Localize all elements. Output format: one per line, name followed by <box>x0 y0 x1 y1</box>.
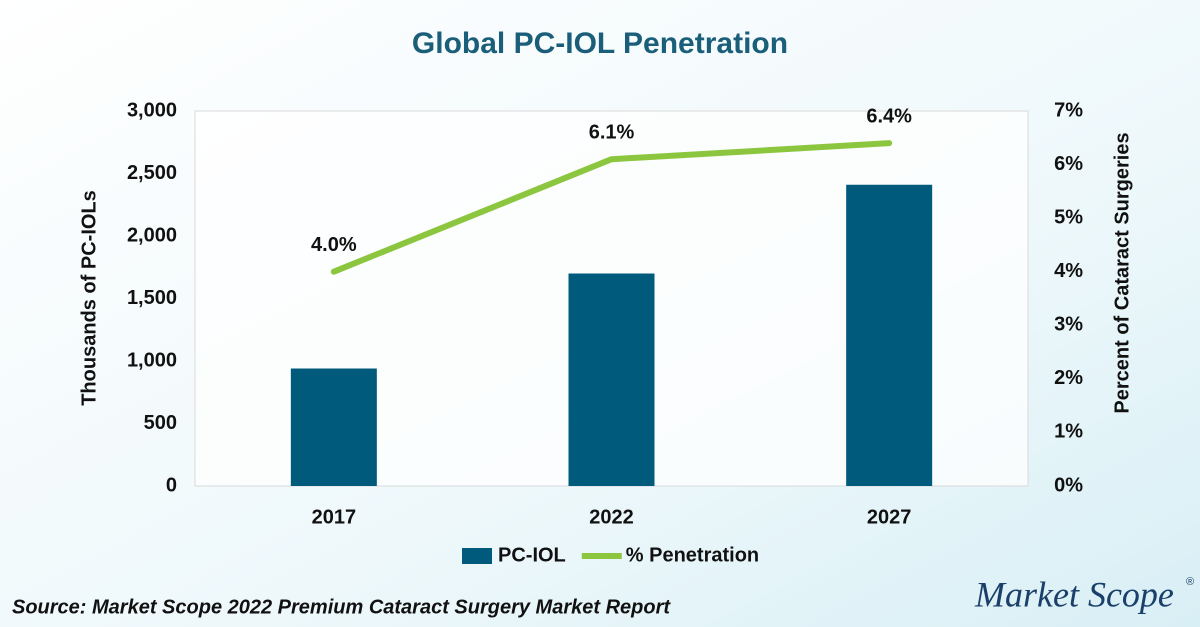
y-tick-label: 1,000 <box>127 349 177 371</box>
y2-axis-label: Percent of Cataract Surgeries <box>1111 132 1133 413</box>
y2-tick-label: 2% <box>1054 367 1083 389</box>
bar <box>568 273 655 486</box>
x-tick-label: 2027 <box>867 506 912 528</box>
y2-tick-label: 6% <box>1054 153 1083 175</box>
y2-tick-label: 0% <box>1054 474 1083 496</box>
logo: Market Scope <box>974 574 1174 614</box>
data-label: 6.1% <box>589 121 635 143</box>
y-tick-label: 2,000 <box>127 224 177 246</box>
y2-tick-label: 1% <box>1054 421 1083 443</box>
data-label: 6.4% <box>866 105 912 127</box>
logo-mark: ® <box>1186 576 1194 588</box>
source: Source: Market Scope 2022 Premium Catara… <box>12 596 671 618</box>
y2-tick-label: 5% <box>1054 206 1083 228</box>
y-tick-label: 3,000 <box>127 99 177 121</box>
y-tick-label: 0 <box>166 474 177 496</box>
y-tick-label: 500 <box>144 412 177 434</box>
x-tick-label: 2017 <box>312 506 357 528</box>
y2-tick-label: 3% <box>1054 314 1083 336</box>
y-tick-label: 2,500 <box>127 162 177 184</box>
y2-tick-label: 4% <box>1054 260 1083 282</box>
legend-label: PC-IOL <box>498 544 566 566</box>
y-axis-label: Thousands of PC-IOLs <box>78 190 100 406</box>
legend-label: % Penetration <box>626 544 759 566</box>
bar <box>846 184 933 486</box>
data-label: 4.0% <box>311 234 357 256</box>
legend-swatch <box>462 548 492 564</box>
bar <box>290 368 377 486</box>
y-tick-label: 1,500 <box>127 287 177 309</box>
chart-title: Global PC-IOL Penetration <box>412 27 788 60</box>
x-tick-label: 2022 <box>589 506 634 528</box>
y2-tick-label: 7% <box>1054 99 1083 121</box>
line <box>330 140 893 275</box>
